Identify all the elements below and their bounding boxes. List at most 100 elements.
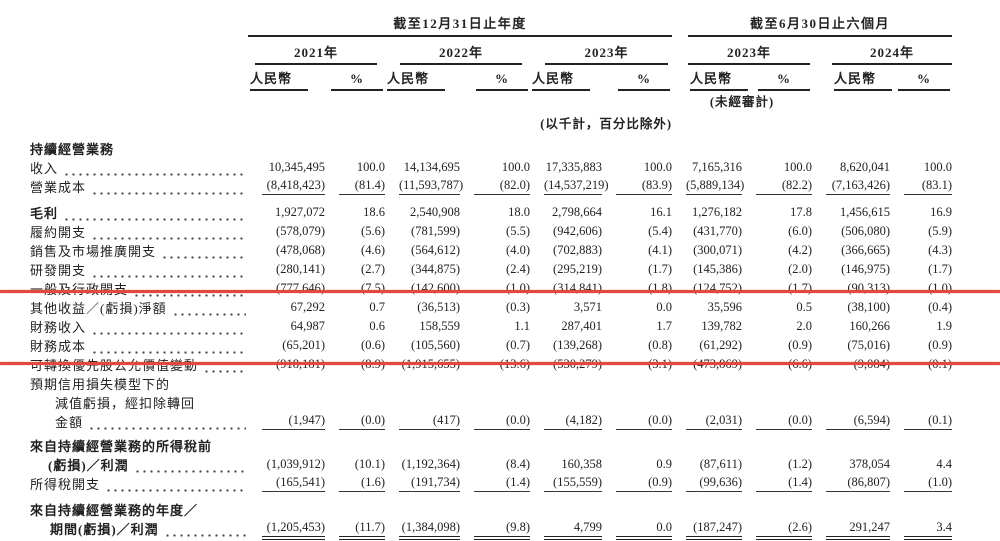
row-label: 持續經營業務: [30, 142, 115, 157]
cell-value: (38,100): [847, 300, 891, 314]
dot-leader: [91, 323, 246, 335]
cell-value: (7.5): [361, 281, 385, 295]
table-row: 其他收益／(虧損)淨額 67,292 0.7 (36,513) (0.3) 3,571 0.…: [0, 298, 1000, 317]
pct-header: %: [602, 65, 672, 91]
cell-value: (1.4): [756, 475, 813, 492]
cell-value: (9.8): [474, 520, 530, 540]
cell-value: (11,593,787): [399, 178, 463, 195]
cell-value: (4.1): [648, 243, 673, 257]
cell-value: 1,276,182: [692, 205, 743, 219]
table-row: 財務收入 64,987 0.6 158,559 1.1 287,401 1.7 139,782…: [0, 317, 1000, 336]
cell-value: (1.2): [788, 457, 813, 471]
cell-value: (61,292): [699, 338, 743, 352]
cell-value: (187,247): [686, 520, 743, 540]
cell-value: (87,611): [699, 457, 743, 471]
cell-value: (0.6): [361, 338, 385, 352]
cell-value: (1.0): [928, 281, 953, 295]
cell-value: 378,054: [849, 457, 891, 471]
table-body: 持續經營業務 收入 10,345,495 100.0 14,134,695 100.0 17…: [0, 139, 1000, 540]
spacer-row: [0, 196, 1000, 203]
cell-value: (11.7): [339, 520, 385, 540]
rmb-header: 人民幣: [248, 65, 325, 91]
cell-value: (366,665): [841, 243, 891, 257]
cell-value: (0.1): [904, 413, 953, 430]
pct-header: %: [890, 65, 952, 91]
cell-value: 139,782: [701, 319, 743, 333]
cell-value: 1.9: [936, 319, 953, 333]
cell-value: 2,540,908: [410, 205, 460, 219]
period-group-row: 截至12月31日止年度 截至6月30日止六個月: [0, 7, 1000, 37]
rmb-header: 人民幣: [530, 65, 602, 91]
table-row: (虧損)／利潤 (1,039,912) (10.1) (1,192,364) (8.4)…: [0, 455, 1000, 474]
cell-value: 18.6: [363, 205, 385, 219]
cell-value: 67,292: [290, 300, 325, 314]
cell-value: 14,134,695: [403, 160, 460, 174]
pct-header: %: [460, 65, 530, 91]
dot-leader: [105, 480, 246, 492]
cell-value: 35,596: [707, 300, 743, 314]
units-note-row: (以千計，百分比除外): [0, 111, 1000, 139]
cell-value: (1.7): [648, 262, 673, 276]
cell-value: 0.0: [656, 300, 673, 314]
table-row: 減值虧損，經扣除轉回: [0, 393, 1000, 412]
cell-value: 0.7: [369, 300, 385, 314]
currency-header-row: 人民幣 % 人民幣 % 人民幣 % 人民幣 % 人民幣 %: [0, 65, 1000, 91]
cell-value: (4.6): [361, 243, 385, 257]
cell-value: (5.6): [361, 224, 385, 238]
table-row: 收入 10,345,495 100.0 14,134,695 100.0 17,335,8…: [0, 158, 1000, 177]
table-row: 毛利 1,927,072 18.6 2,540,908 18.0 2,798,664 16.…: [0, 203, 1000, 222]
cell-value: (82.2): [756, 178, 813, 195]
cell-value: (4.0): [506, 243, 530, 257]
cell-value: 1,927,072: [275, 205, 325, 219]
cell-value: (0.0): [616, 413, 673, 430]
table-row: 來自持續經營業務的年度／: [0, 500, 1000, 519]
row-label: 財務成本: [30, 339, 87, 354]
table-row: 所得稅開支 (165,541) (1.6) (191,734) (1.4) (155,55…: [0, 474, 1000, 493]
table-row: 期間(虧損)／利潤 (1,205,453) (11.7) (1,384,098) (9.…: [0, 519, 1000, 540]
column-header-2024: 2024年: [812, 37, 953, 65]
dot-leader: [63, 209, 246, 221]
cell-value: (280,141): [276, 262, 325, 276]
cell-value: 17,335,883: [545, 160, 602, 174]
cell-value: 64,987: [290, 319, 325, 333]
cell-value: 100.0: [501, 160, 530, 174]
cell-value: 7,165,316: [692, 160, 743, 174]
cell-value: 291,247: [826, 520, 891, 540]
cell-value: (0.7): [506, 338, 530, 352]
cell-value: 1.1: [514, 319, 530, 333]
cell-value: (1.7): [788, 281, 813, 295]
cell-value: (506,080): [841, 224, 891, 238]
cell-value: (83.9): [616, 178, 673, 195]
spacer-row: [0, 493, 1000, 500]
cell-value: (0.9): [788, 338, 813, 352]
cell-value: (1,205,453): [262, 520, 325, 540]
cell-value: (142,600): [411, 281, 460, 295]
cell-value: (417): [399, 413, 460, 430]
cell-value: (0.9): [928, 338, 953, 352]
rmb-header: 人民幣: [672, 65, 749, 91]
cell-value: 16.1: [650, 205, 673, 219]
cell-value: (1.0): [904, 475, 953, 492]
cell-value: (1.0): [506, 281, 530, 295]
row-label: 預期信用損失模型下的: [30, 377, 171, 392]
cell-value: 100.0: [356, 160, 385, 174]
rmb-header: 人民幣: [385, 65, 460, 91]
cell-value: (82.0): [474, 178, 530, 195]
cell-value: (4,182): [544, 413, 602, 430]
cell-value: (942,606): [553, 224, 602, 238]
cell-value: (1,947): [262, 413, 325, 430]
cell-value: (90,313): [847, 281, 891, 295]
year-header-row: 2021年 2022年 2023年 2023年 2024年: [0, 37, 1000, 65]
cell-value: (781,599): [411, 224, 460, 238]
cell-value: 10,345,495: [268, 160, 325, 174]
row-label: 期間(虧損)／利潤: [50, 522, 159, 537]
cell-value: (5.9): [928, 224, 953, 238]
annual-period-header: 截至12月31日止年度: [248, 7, 673, 37]
table-row: 研發開支 (280,141) (2.7) (344,875) (2.4) (295,219…: [0, 260, 1000, 279]
red-annotation-line: [0, 290, 1000, 293]
row-label: 來自持續經營業務的年度／: [30, 503, 199, 518]
pct-header: %: [325, 65, 385, 91]
dot-leader: [91, 183, 246, 195]
cell-value: (14,537,219): [544, 178, 609, 195]
cell-value: (1,384,098): [399, 520, 460, 540]
